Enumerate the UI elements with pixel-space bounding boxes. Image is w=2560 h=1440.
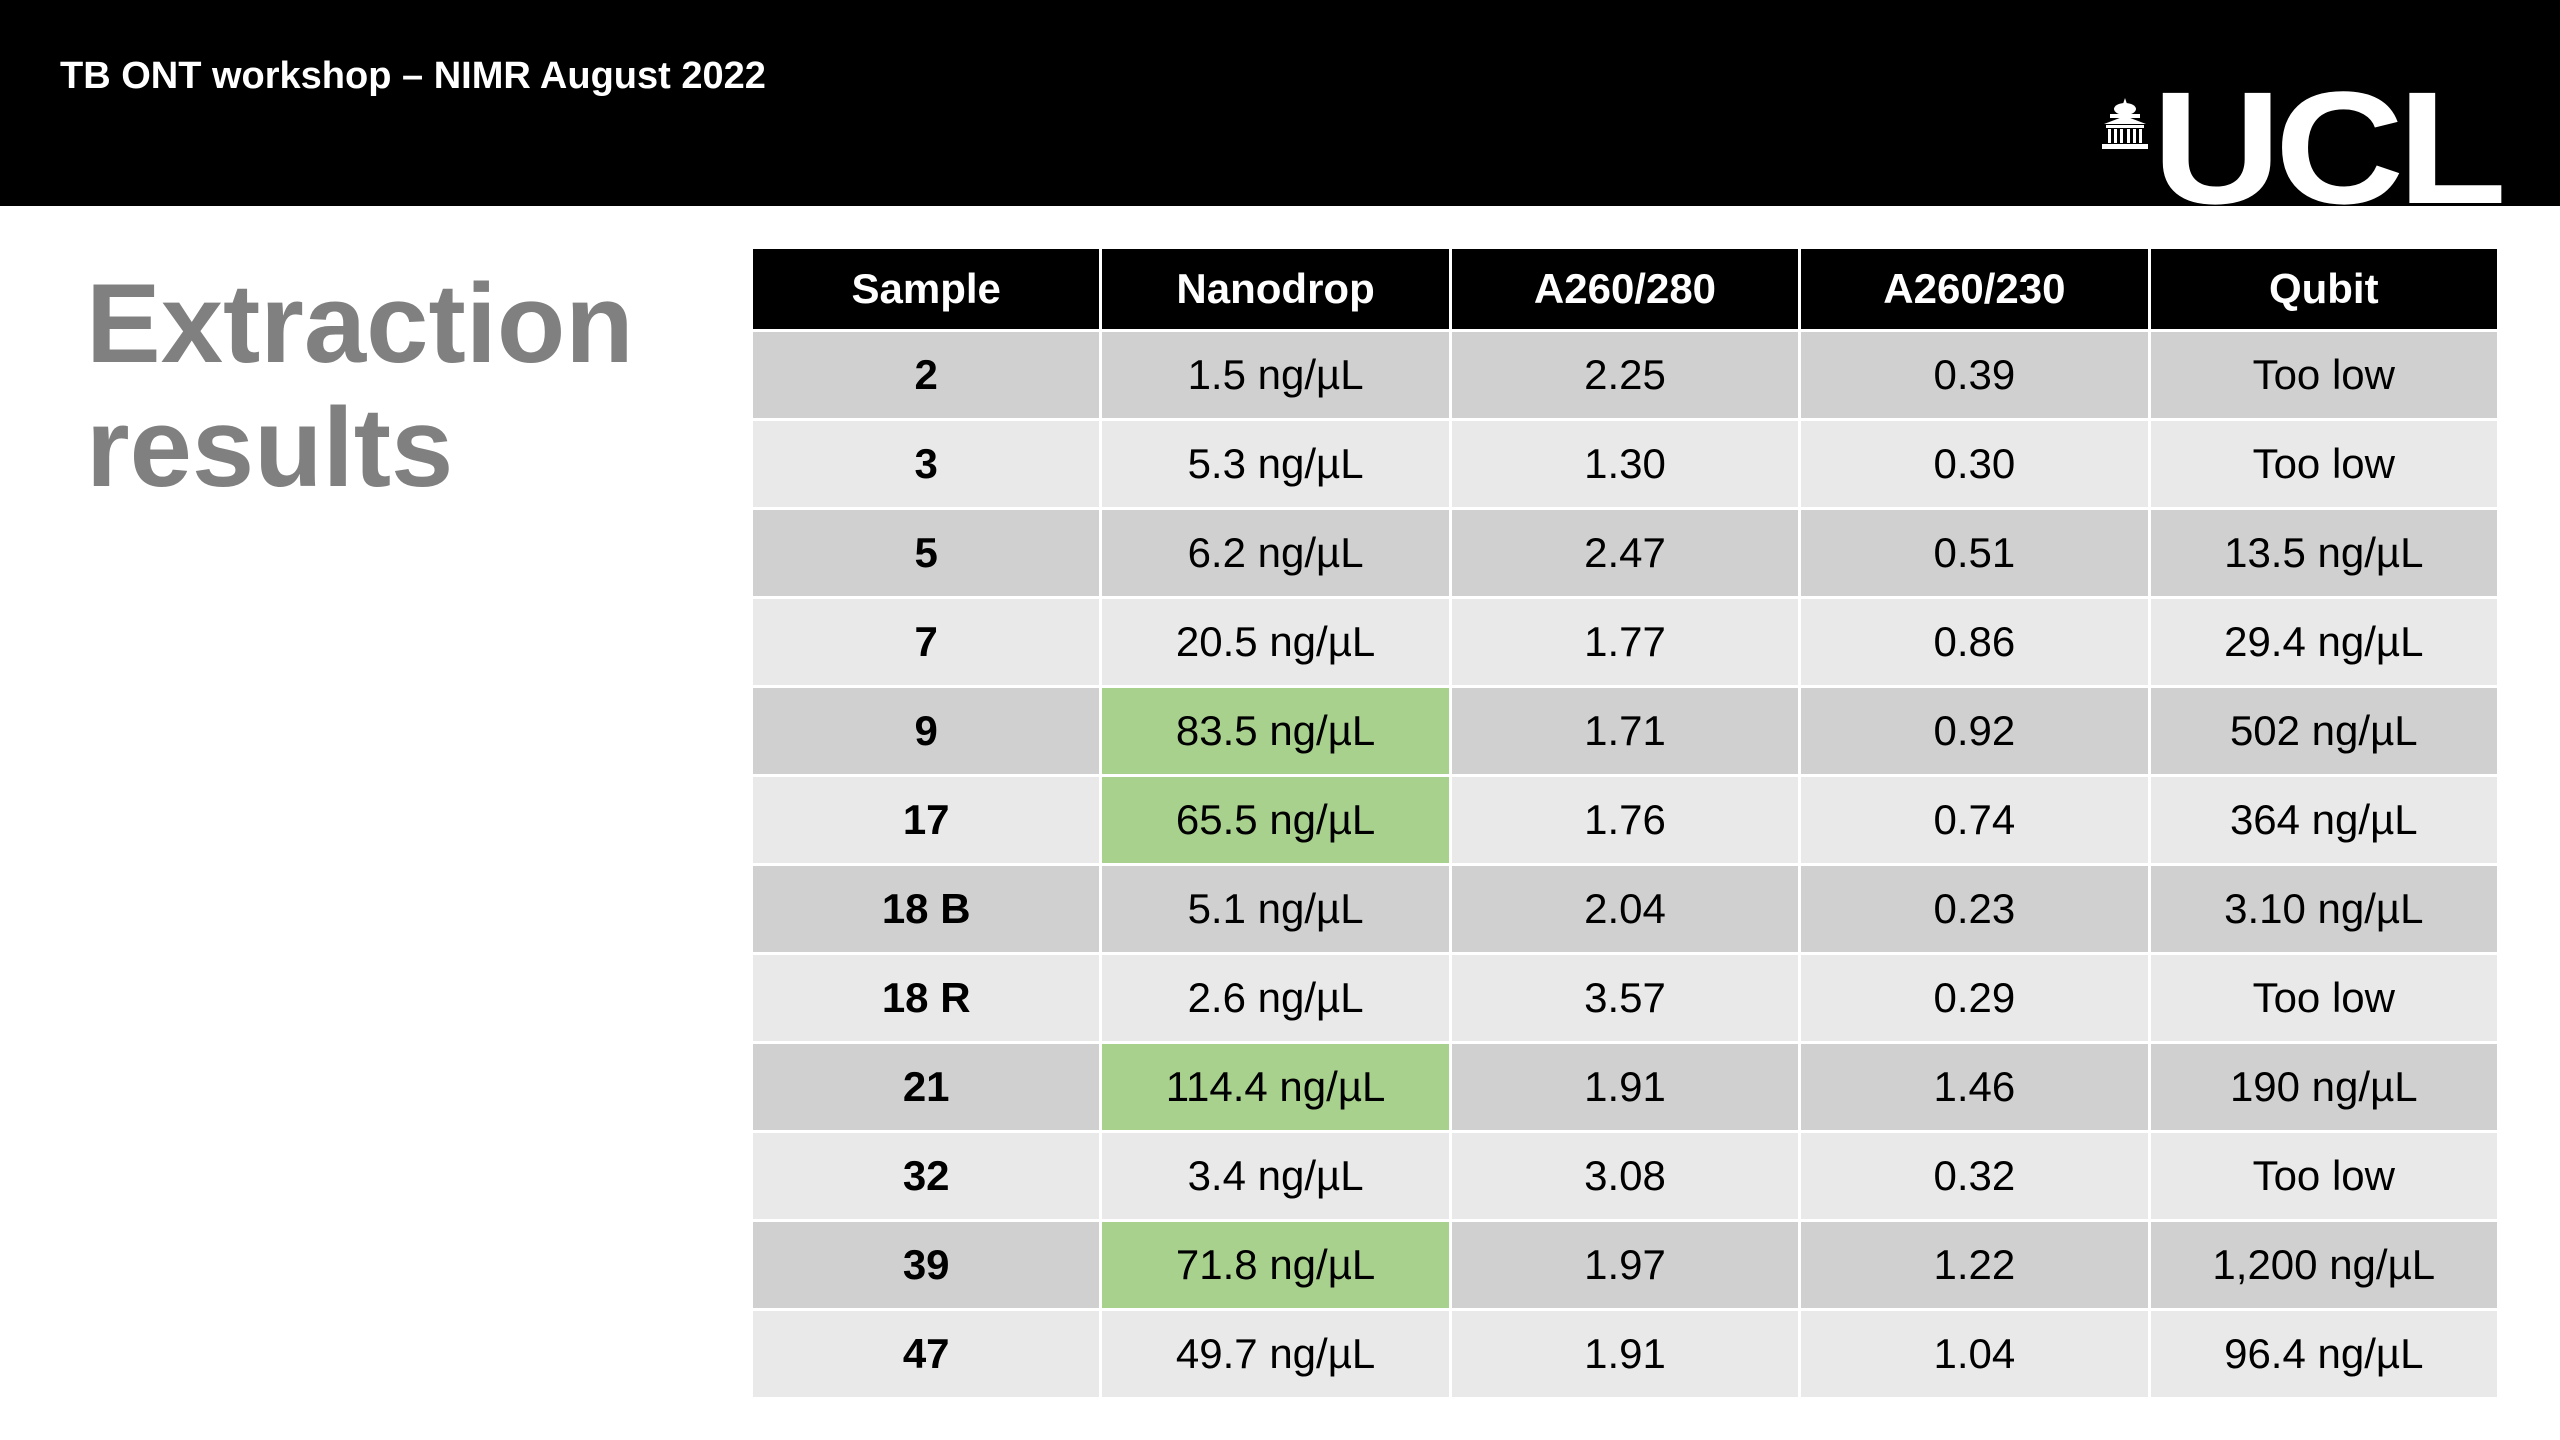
table-body: 2 1.5 ng/µL 2.25 0.39 Too low 3 5.3 ng/µL 1.30 0… — [753, 332, 2497, 1397]
cell-a260-230: 0.29 — [1801, 955, 2148, 1041]
cell-sample: 7 — [753, 599, 1100, 685]
col-header-nanodrop: Nanodrop — [1102, 249, 1449, 329]
cell-a260-280: 1.97 — [1451, 1222, 1799, 1308]
cell-sample: 5 — [753, 510, 1100, 596]
cell-qubit: Too low — [2150, 1133, 2497, 1219]
slide-title-line2: results — [86, 385, 454, 510]
cell-nanodrop: 6.2 ng/µL — [1102, 510, 1449, 596]
table-row: 32 3.4 ng/µL 3.08 0.32 Too low — [753, 1133, 2497, 1219]
table-row: 21 114.4 ng/µL 1.91 1.46 190 ng/µL — [753, 1044, 2497, 1130]
cell-a260-230: 0.23 — [1801, 866, 2148, 952]
results-table: Sample Nanodrop A260/280 A260/230 Qubit … — [750, 246, 2500, 1400]
cell-a260-280: 3.08 — [1451, 1133, 1799, 1219]
slide-title: Extraction results — [86, 262, 686, 510]
cell-a260-230: 0.39 — [1801, 332, 2148, 418]
cell-sample: 18 B — [753, 866, 1100, 952]
table-row: 7 20.5 ng/µL 1.77 0.86 29.4 ng/µL — [753, 599, 2497, 685]
cell-qubit: 364 ng/µL — [2150, 777, 2497, 863]
cell-a260-230: 0.92 — [1801, 688, 2148, 774]
cell-nanodrop: 2.6 ng/µL — [1102, 955, 1449, 1041]
table-row: 39 71.8 ng/µL 1.97 1.22 1,200 ng/µL — [753, 1222, 2497, 1308]
cell-a260-280: 1.30 — [1451, 421, 1799, 507]
cell-nanodrop: 65.5 ng/µL — [1102, 777, 1449, 863]
cell-sample: 21 — [753, 1044, 1100, 1130]
results-table-container: Sample Nanodrop A260/280 A260/230 Qubit … — [750, 246, 2500, 1400]
cell-qubit: 502 ng/µL — [2150, 688, 2497, 774]
table-row: 47 49.7 ng/µL 1.91 1.04 96.4 ng/µL — [753, 1311, 2497, 1397]
ucl-logo: UCL — [2100, 68, 2507, 228]
col-header-qubit: Qubit — [2150, 249, 2497, 329]
cell-sample: 32 — [753, 1133, 1100, 1219]
header-bar: TB ONT workshop – NIMR August 2022 UCL — [0, 0, 2560, 228]
cell-nanodrop: 5.3 ng/µL — [1102, 421, 1449, 507]
cell-nanodrop: 3.4 ng/µL — [1102, 1133, 1449, 1219]
cell-a260-280: 1.91 — [1451, 1044, 1799, 1130]
col-header-a260-230: A260/230 — [1801, 249, 2148, 329]
cell-qubit: Too low — [2150, 421, 2497, 507]
portico-icon — [2102, 98, 2148, 149]
cell-a260-230: 0.74 — [1801, 777, 2148, 863]
cell-a260-230: 1.04 — [1801, 1311, 2148, 1397]
table-row: 3 5.3 ng/µL 1.30 0.30 Too low — [753, 421, 2497, 507]
cell-a260-280: 1.71 — [1451, 688, 1799, 774]
cell-a260-280: 1.77 — [1451, 599, 1799, 685]
cell-a260-280: 3.57 — [1451, 955, 1799, 1041]
cell-nanodrop: 5.1 ng/µL — [1102, 866, 1449, 952]
table-row: 2 1.5 ng/µL 2.25 0.39 Too low — [753, 332, 2497, 418]
header-title: TB ONT workshop – NIMR August 2022 — [60, 55, 766, 97]
cell-qubit: Too low — [2150, 955, 2497, 1041]
cell-qubit: 13.5 ng/µL — [2150, 510, 2497, 596]
cell-sample: 9 — [753, 688, 1100, 774]
cell-qubit: 1,200 ng/µL — [2150, 1222, 2497, 1308]
cell-sample: 3 — [753, 421, 1100, 507]
table-row: 18 R 2.6 ng/µL 3.57 0.29 Too low — [753, 955, 2497, 1041]
cell-a260-230: 0.86 — [1801, 599, 2148, 685]
cell-sample: 2 — [753, 332, 1100, 418]
table-row: 5 6.2 ng/µL 2.47 0.51 13.5 ng/µL — [753, 510, 2497, 596]
cell-qubit: Too low — [2150, 332, 2497, 418]
cell-sample: 39 — [753, 1222, 1100, 1308]
slide-title-line1: Extraction — [86, 261, 634, 386]
cell-nanodrop: 20.5 ng/µL — [1102, 599, 1449, 685]
cell-qubit: 3.10 ng/µL — [2150, 866, 2497, 952]
cell-qubit: 190 ng/µL — [2150, 1044, 2497, 1130]
ucl-logo-text: UCL — [2152, 58, 2507, 237]
cell-nanodrop: 114.4 ng/µL — [1102, 1044, 1449, 1130]
cell-a260-280: 1.91 — [1451, 1311, 1799, 1397]
cell-qubit: 29.4 ng/µL — [2150, 599, 2497, 685]
cell-nanodrop: 83.5 ng/µL — [1102, 688, 1449, 774]
cell-a260-280: 2.04 — [1451, 866, 1799, 952]
cell-a260-230: 0.51 — [1801, 510, 2148, 596]
col-header-sample: Sample — [753, 249, 1100, 329]
col-header-a260-280: A260/280 — [1451, 249, 1799, 329]
cell-a260-280: 2.47 — [1451, 510, 1799, 596]
cell-sample: 17 — [753, 777, 1100, 863]
cell-nanodrop: 49.7 ng/µL — [1102, 1311, 1449, 1397]
cell-nanodrop: 1.5 ng/µL — [1102, 332, 1449, 418]
table-row: 17 65.5 ng/µL 1.76 0.74 364 ng/µL — [753, 777, 2497, 863]
cell-a260-280: 2.25 — [1451, 332, 1799, 418]
cell-a260-230: 1.22 — [1801, 1222, 2148, 1308]
cell-a260-230: 0.32 — [1801, 1133, 2148, 1219]
cell-a260-230: 1.46 — [1801, 1044, 2148, 1130]
table-row: 9 83.5 ng/µL 1.71 0.92 502 ng/µL — [753, 688, 2497, 774]
cell-nanodrop: 71.8 ng/µL — [1102, 1222, 1449, 1308]
cell-sample: 18 R — [753, 955, 1100, 1041]
cell-sample: 47 — [753, 1311, 1100, 1397]
cell-qubit: 96.4 ng/µL — [2150, 1311, 2497, 1397]
cell-a260-280: 1.76 — [1451, 777, 1799, 863]
table-row: 18 B 5.1 ng/µL 2.04 0.23 3.10 ng/µL — [753, 866, 2497, 952]
table-header-row: Sample Nanodrop A260/280 A260/230 Qubit — [753, 249, 2497, 329]
cell-a260-230: 0.30 — [1801, 421, 2148, 507]
